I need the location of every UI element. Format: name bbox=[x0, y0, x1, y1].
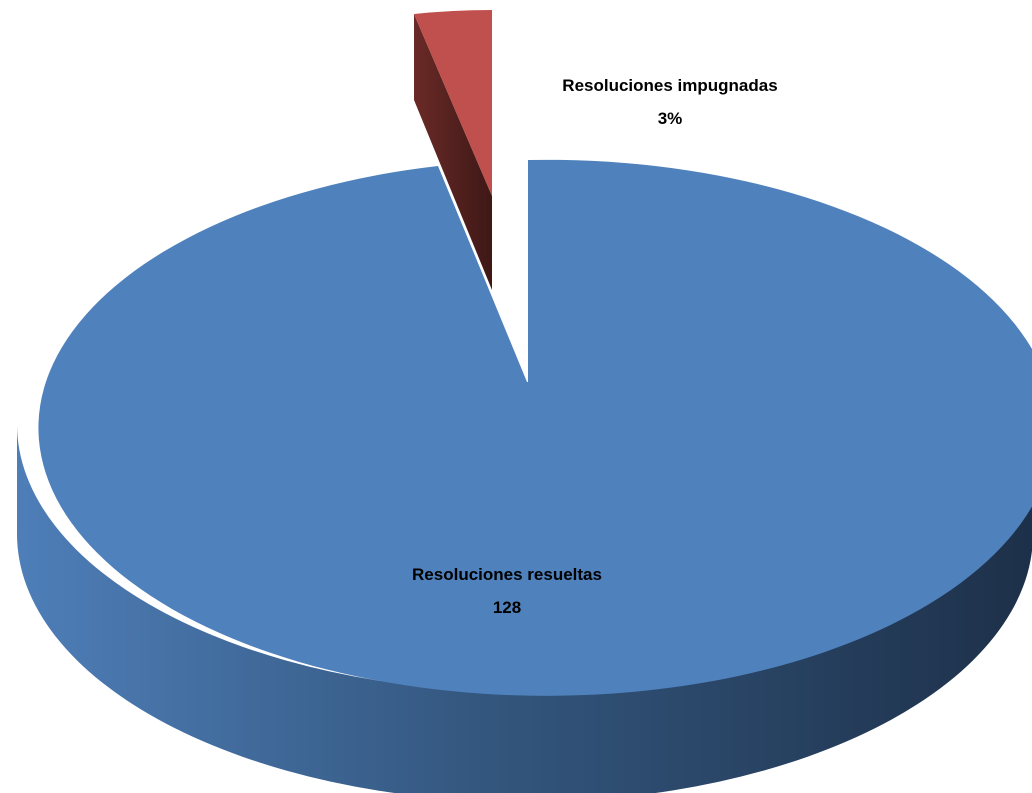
pie-slice-resoluciones-resueltas bbox=[17, 159, 1032, 793]
pie-slice-resoluciones-resueltas-side bbox=[17, 424, 1032, 793]
data-label-resoluciones-resueltas-name: Resoluciones resueltas bbox=[412, 565, 602, 584]
pie-slice-resoluciones-impugnadas-top bbox=[414, 10, 492, 196]
data-label-resoluciones-impugnadas-value: 3% bbox=[658, 109, 683, 128]
pie-slice-resoluciones-impugnadas-wall-left bbox=[414, 14, 492, 290]
data-label-resoluciones-impugnadas-name: Resoluciones impugnadas bbox=[562, 76, 777, 95]
pie-slice-resoluciones-resueltas-top bbox=[38, 159, 1032, 696]
pie-slice-resoluciones-impugnadas bbox=[414, 10, 492, 290]
data-label-resoluciones-resueltas-value: 128 bbox=[493, 598, 521, 617]
